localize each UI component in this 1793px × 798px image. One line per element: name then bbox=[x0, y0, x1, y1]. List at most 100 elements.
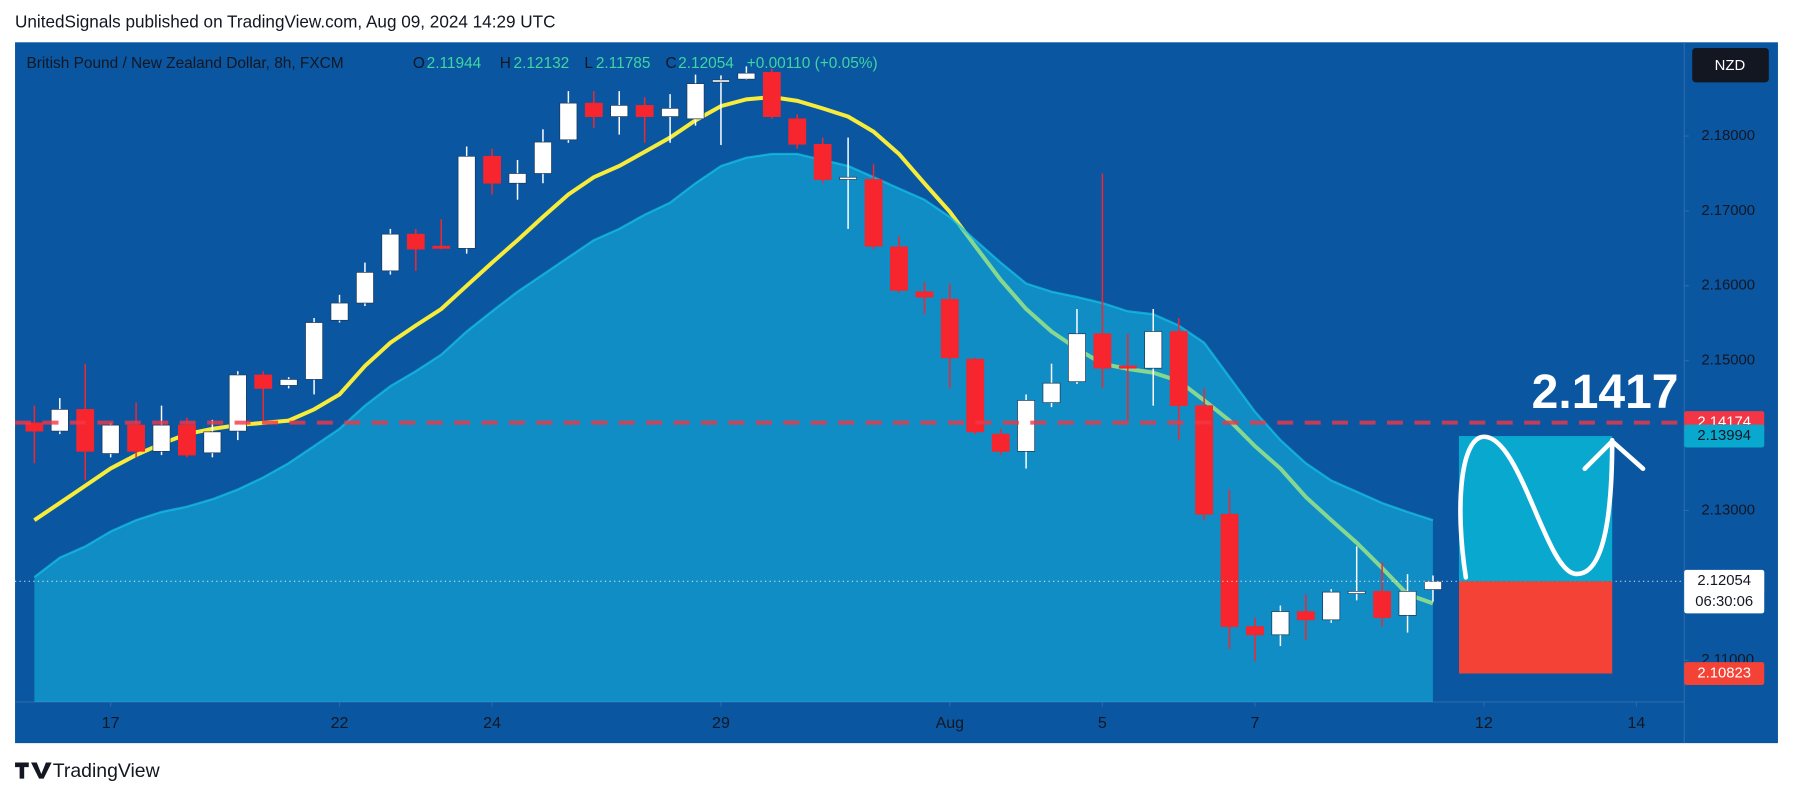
candle-body bbox=[661, 108, 680, 117]
candle-body bbox=[559, 102, 578, 141]
candle-body bbox=[1271, 611, 1290, 636]
legend-key: C bbox=[666, 55, 677, 72]
candle-body bbox=[1169, 331, 1188, 406]
ma-area-edge bbox=[33, 152, 1434, 579]
y-tick-label: 2.18000 bbox=[1701, 128, 1755, 144]
candle-body bbox=[890, 246, 908, 291]
candle-body bbox=[813, 143, 832, 180]
hand-drawn-arrow bbox=[1458, 434, 1646, 580]
candle-body bbox=[1220, 513, 1239, 627]
position-stop-zone bbox=[1458, 581, 1613, 674]
candle-body bbox=[712, 79, 730, 83]
x-tick-label: 12 bbox=[1475, 715, 1493, 732]
candle-body bbox=[25, 422, 44, 432]
x-tick-label: Aug bbox=[936, 715, 964, 732]
candle-body bbox=[228, 374, 247, 432]
candle-body bbox=[1373, 591, 1392, 618]
currency-label: NZD bbox=[1715, 58, 1746, 74]
candle-body bbox=[1246, 626, 1264, 636]
legend-value: 2.11944 bbox=[427, 55, 482, 72]
candle-body bbox=[356, 272, 374, 304]
y-tick-label: 2.13000 bbox=[1701, 502, 1755, 518]
legend-value: 2.12132 bbox=[514, 55, 570, 72]
candle-body bbox=[1068, 333, 1086, 383]
candle-body bbox=[940, 298, 959, 359]
legend-value: 2.11785 bbox=[596, 55, 651, 72]
publish-header: UnitedSignals published on TradingView.c… bbox=[15, 11, 555, 31]
candle-body bbox=[788, 118, 807, 145]
candle-body bbox=[635, 105, 654, 117]
countdown-label: 06:30:06 bbox=[1695, 594, 1753, 610]
candle-body bbox=[864, 179, 883, 247]
candle-body bbox=[1144, 331, 1163, 369]
candle-body bbox=[1424, 580, 1442, 590]
x-tick-label: 7 bbox=[1251, 715, 1260, 732]
candle-body bbox=[508, 173, 527, 184]
stop-price-label-bg bbox=[1684, 662, 1765, 685]
currency-badge bbox=[1692, 48, 1769, 83]
candle-body bbox=[915, 291, 934, 298]
candle-body bbox=[330, 302, 349, 321]
legend-change: +0.00110 (+0.05%) bbox=[747, 55, 878, 72]
footer-brand: TradingView bbox=[53, 760, 161, 782]
candle-body bbox=[1296, 611, 1315, 621]
y-tick-label: 2.17000 bbox=[1701, 203, 1755, 219]
candle-body bbox=[1195, 405, 1214, 515]
tradingview-logo bbox=[15, 762, 52, 779]
x-tick-label: 24 bbox=[483, 715, 501, 732]
level-annotation: 2.1417 bbox=[1532, 366, 1679, 419]
candle-body bbox=[101, 424, 120, 454]
candle-body bbox=[686, 83, 705, 120]
candle-body bbox=[584, 102, 603, 117]
candle-body bbox=[432, 245, 451, 249]
candle-body bbox=[1118, 365, 1137, 369]
candle-body bbox=[483, 155, 502, 184]
candle-body bbox=[1398, 591, 1417, 616]
y-tick-label: 2.15000 bbox=[1701, 353, 1755, 369]
candle-body bbox=[1042, 382, 1061, 403]
candle-body bbox=[254, 374, 273, 389]
legend-key: H bbox=[500, 55, 511, 72]
candle-body bbox=[1322, 591, 1341, 621]
candle-body bbox=[966, 358, 985, 433]
target-price-label: 2.13994 bbox=[1697, 428, 1751, 444]
candle-body bbox=[534, 141, 552, 174]
candle-body bbox=[1017, 400, 1036, 452]
candle-body bbox=[305, 322, 324, 380]
candle-body bbox=[762, 72, 781, 117]
legend-key: L bbox=[584, 55, 593, 72]
candle-body bbox=[839, 176, 858, 180]
close-price-label-bg bbox=[1684, 569, 1765, 614]
y-tick-label: 2.16000 bbox=[1701, 278, 1755, 294]
plot-area bbox=[25, 66, 1442, 702]
candle-body bbox=[406, 233, 425, 250]
x-tick-label: 17 bbox=[102, 715, 120, 732]
close-price-label: 2.12054 bbox=[1697, 573, 1751, 589]
legend-key: O bbox=[413, 55, 425, 72]
candle-body bbox=[50, 409, 69, 432]
candle-body bbox=[610, 105, 629, 117]
target-price-label-bg bbox=[1684, 424, 1765, 448]
candle-body bbox=[737, 72, 756, 80]
x-tick-label: 29 bbox=[712, 715, 730, 732]
candle-body bbox=[381, 233, 400, 272]
candle-body bbox=[457, 155, 476, 249]
candle-body bbox=[1093, 333, 1112, 369]
candle-body bbox=[127, 424, 146, 452]
candle-body bbox=[991, 433, 1010, 452]
candle-body bbox=[1347, 591, 1366, 594]
candle-body bbox=[178, 424, 196, 456]
legend-value: 2.12054 bbox=[678, 55, 734, 72]
overlay bbox=[15, 420, 1685, 674]
candle-body bbox=[76, 409, 95, 452]
ma-area bbox=[34, 153, 1433, 702]
x-tick-label: 22 bbox=[331, 715, 349, 732]
x-tick-label: 14 bbox=[1628, 715, 1646, 732]
stop-price-label: 2.10823 bbox=[1697, 665, 1751, 681]
x-tick-label: 5 bbox=[1098, 715, 1107, 732]
candle-body bbox=[279, 379, 298, 386]
legend-title: British Pound / New Zealand Dollar, 8h, … bbox=[26, 55, 343, 72]
candle-body bbox=[203, 431, 222, 454]
